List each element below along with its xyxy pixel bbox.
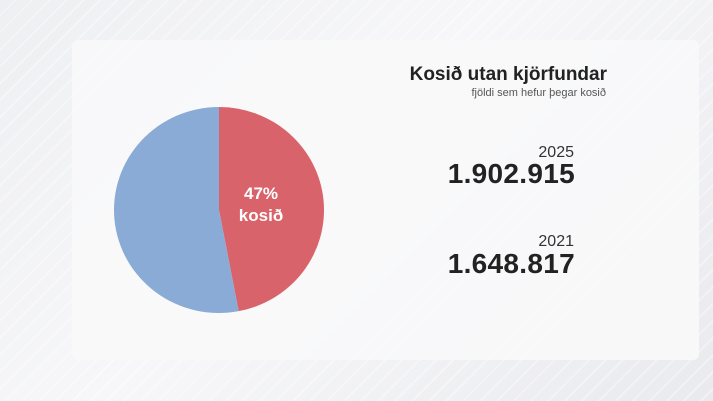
chart-title: Kosið utan kjörfundar bbox=[409, 64, 607, 85]
pie-slice-1 bbox=[114, 107, 239, 313]
stat-year-2025: 2025 bbox=[538, 144, 574, 161]
pie-slice-0 bbox=[219, 107, 324, 312]
chart-subtitle: fjöldi sem hefur þegar kosið bbox=[471, 87, 606, 99]
stat-value-2025: 1.902.915 bbox=[447, 158, 575, 189]
stat-year-2021: 2021 bbox=[538, 233, 574, 250]
stat-value-2021: 1.648.817 bbox=[447, 248, 575, 279]
pie-percent: 47% bbox=[243, 184, 279, 203]
pie-chart bbox=[114, 107, 324, 313]
pie-caption: kosið bbox=[238, 206, 284, 225]
pie-slice-label: 47% kosið bbox=[226, 183, 296, 227]
pie-chart-svg bbox=[114, 107, 324, 313]
